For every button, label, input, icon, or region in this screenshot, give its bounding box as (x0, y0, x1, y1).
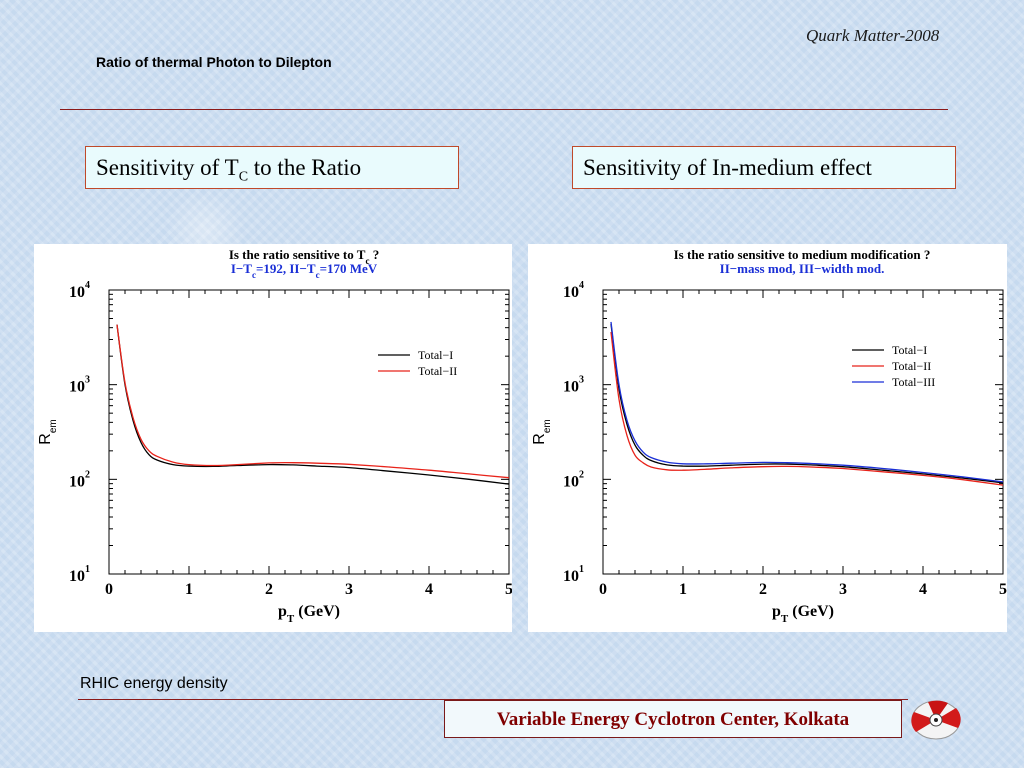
x-tick-label: 2 (759, 581, 767, 598)
chart-title: Is the ratio sensitive to medium modific… (674, 247, 931, 262)
vecc-logo-icon (908, 698, 964, 742)
x-tick-label: 0 (599, 581, 607, 598)
legend-label-2: Total−II (892, 359, 931, 373)
chart-panel-tc: Is the ratio sensitive to Tc ? I−Tc=192, … (34, 244, 513, 632)
chart-tc-svg: Is the ratio sensitive to Tc ?I−Tc=192, … (37, 247, 513, 625)
chart-title: Is the ratio sensitive to Tc ? (229, 247, 379, 266)
y-tick-label: 103 (69, 375, 90, 396)
x-axis-label: pT (GeV) (772, 603, 834, 625)
medium-box-text: Sensitivity of In-medium effect (583, 155, 872, 180)
slide-title: Ratio of thermal Photon to Dilepton (96, 54, 332, 70)
x-tick-label: 5 (999, 581, 1007, 598)
chart-medium-svg: Is the ratio sensitive to medium modific… (531, 247, 1007, 625)
y-tick-label: 102 (563, 469, 584, 490)
legend-label-3: Total−III (892, 375, 935, 389)
institute-banner: Variable Energy Cyclotron Center, Kolkat… (444, 700, 902, 738)
tc-box-text-sub: C (238, 169, 249, 185)
tc-sensitivity-box: Sensitivity of TC to the Ratio (85, 146, 459, 189)
chart-subtitle: I−Tc=192, II−Tc=170 MeV (231, 261, 378, 280)
tc-box-text-post: to the Ratio (248, 155, 362, 180)
x-tick-label: 2 (265, 581, 273, 598)
medium-effect-box: Sensitivity of In-medium effect (572, 146, 956, 189)
series-line-2 (610, 331, 1004, 486)
y-tick-label: 104 (563, 280, 584, 301)
series-line-3 (610, 321, 1004, 483)
bottom-divider (78, 699, 908, 700)
x-tick-label: 0 (105, 581, 113, 598)
y-tick-label: 103 (563, 375, 584, 396)
chart-panel-medium: Is the ratio sensitive to medium modific… (528, 244, 1007, 632)
series-line-1 (116, 324, 510, 485)
x-tick-label: 1 (185, 581, 193, 598)
y-tick-label: 101 (69, 564, 90, 585)
chart-subtitle: II−mass mod, III−width mod. (720, 261, 885, 276)
x-axis-label: pT (GeV) (278, 603, 340, 625)
y-tick-label: 104 (69, 280, 90, 301)
legend-label-2: Total−II (418, 364, 457, 378)
legend-label-1: Total−I (418, 348, 453, 362)
x-tick-label: 4 (919, 581, 927, 598)
tc-box-text-pre: Sensitivity of T (96, 155, 239, 180)
conference-label: Quark Matter-2008 (806, 26, 940, 45)
footer-note: RHIC energy density (80, 675, 228, 692)
x-tick-label: 3 (345, 581, 353, 598)
top-divider (60, 109, 948, 110)
x-tick-label: 1 (679, 581, 687, 598)
series-line-2 (116, 324, 510, 479)
y-axis-label: Rem (37, 419, 59, 444)
y-tick-label: 101 (563, 564, 584, 585)
y-tick-label: 102 (69, 469, 90, 490)
y-axis-label: Rem (531, 419, 553, 444)
series-line-1 (610, 323, 1004, 484)
x-tick-label: 3 (839, 581, 847, 598)
plot-frame (108, 289, 510, 575)
x-tick-label: 5 (505, 581, 512, 598)
plot-frame (602, 289, 1004, 575)
legend-label-1: Total−I (892, 343, 927, 357)
x-tick-label: 4 (425, 581, 433, 598)
